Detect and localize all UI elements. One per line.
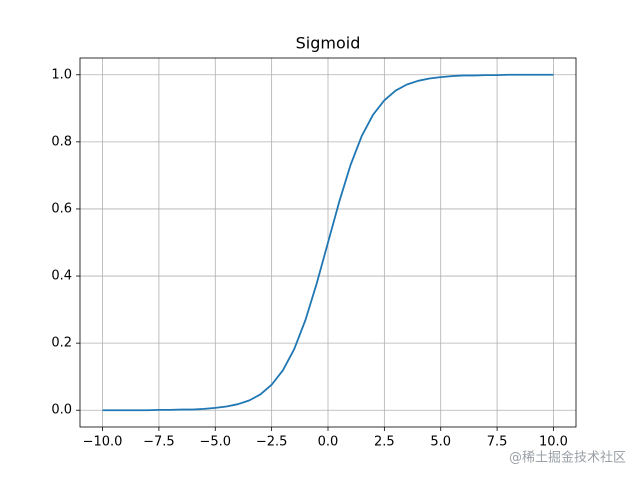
y-tick-label: 1.0 [51,67,72,82]
y-tick-label: 0.6 [51,201,72,216]
x-tick-label: −5.0 [199,435,231,450]
y-tick-label: 0.2 [51,336,72,351]
y-tick-label: 0.0 [51,403,72,418]
chart-title: Sigmoid [296,34,361,53]
axes-frame [79,57,577,428]
x-tick-label: 7.5 [487,435,508,450]
y-tick-label: 0.8 [51,134,72,149]
x-tick-label: −10.0 [83,435,123,450]
line [102,73,554,412]
x-tick-label: −7.5 [143,435,175,450]
y-tick-label: 0.4 [51,269,72,284]
x-tick-label: 2.5 [374,435,395,450]
x-tick-label: −2.5 [256,435,288,450]
watermark: @稀土掘金技术社区 [509,450,626,466]
x-tick-label: 10.0 [539,435,568,450]
x-tick-label: 5.0 [430,435,451,450]
x-tick-label: 0.0 [318,435,339,450]
